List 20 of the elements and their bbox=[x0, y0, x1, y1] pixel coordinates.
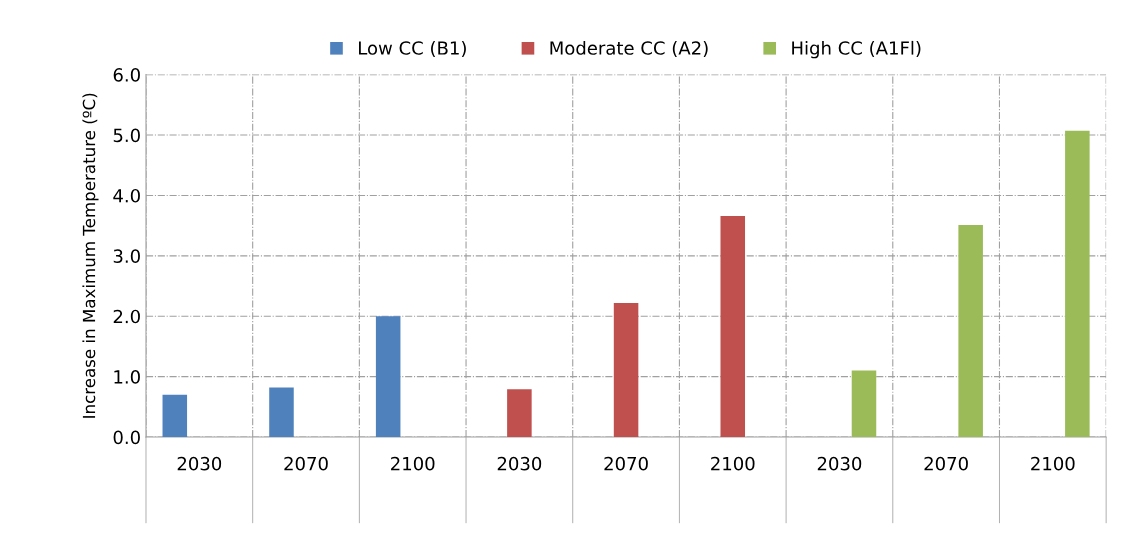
x-tick-label: 2030 bbox=[177, 456, 222, 471]
legend-label: Low CC (B1) bbox=[359, 40, 466, 57]
legend-label: High CC (A1Fl) bbox=[792, 40, 921, 59]
x-tick-label: 2070 bbox=[284, 456, 328, 471]
legend-label: Moderate CC (A2) bbox=[550, 40, 708, 57]
x-tick-label: 2070 bbox=[604, 456, 648, 471]
x-tick-label: 2030 bbox=[817, 456, 862, 471]
x-tick-label: 2100 bbox=[391, 456, 435, 471]
y-tick-label: 1.0 bbox=[114, 370, 140, 384]
x-tick-label: 2070 bbox=[924, 456, 968, 471]
x-tick-label: 2100 bbox=[1031, 456, 1075, 471]
x-tick-label: 2100 bbox=[711, 456, 755, 471]
y-tick-label: 2.0 bbox=[113, 309, 140, 324]
y-axis-title: Increase in Maximum Temperature (ºC) bbox=[82, 93, 99, 418]
y-tick-label: 0.0 bbox=[113, 430, 140, 445]
y-tick-label: 5.0 bbox=[113, 128, 140, 143]
y-tick-label: 3.0 bbox=[113, 249, 140, 263]
x-tick-label: 2030 bbox=[497, 456, 542, 471]
y-tick-label: 6.0 bbox=[113, 68, 140, 82]
y-tick-label: 4.0 bbox=[113, 188, 140, 203]
